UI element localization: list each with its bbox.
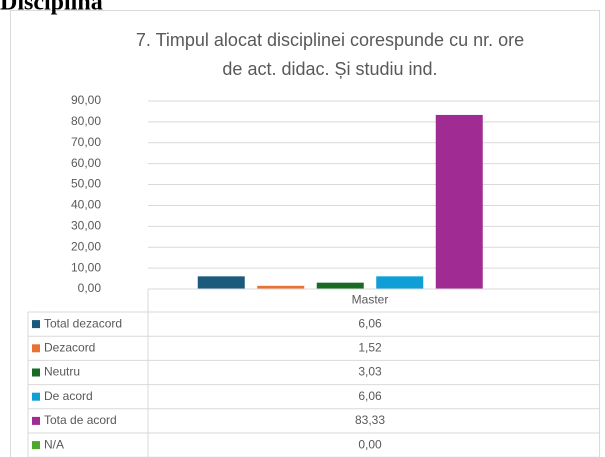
legend-label: N/A — [44, 437, 64, 451]
chart-border — [10, 10, 600, 457]
legend-swatch — [32, 368, 40, 377]
legend-label: Tota de acord — [44, 413, 117, 427]
table-value: 6,06 — [358, 316, 382, 330]
y-tick-label: 30,00 — [71, 219, 101, 233]
legend-swatch — [32, 344, 40, 353]
legend-label: Total dezacord — [44, 316, 122, 330]
bar — [257, 285, 305, 289]
table-header: Master — [352, 293, 389, 307]
y-tick-label: 20,00 — [71, 239, 101, 253]
y-tick-label: 0,00 — [78, 281, 102, 295]
y-tick-label: 50,00 — [71, 177, 101, 191]
table-value: 1,52 — [358, 340, 382, 354]
table-value: 6,06 — [358, 389, 382, 403]
y-tick-label: 90,00 — [71, 93, 101, 107]
table-value: 3,03 — [358, 365, 382, 379]
table-value: 0,00 — [358, 437, 382, 451]
bar — [435, 114, 483, 289]
y-tick-label: 80,00 — [71, 114, 101, 128]
y-tick-label: 40,00 — [71, 198, 101, 212]
legend-swatch — [32, 320, 40, 329]
page-heading: Disciplina — [0, 0, 103, 16]
legend-swatch — [32, 441, 40, 450]
legend-label: Dezacord — [44, 340, 95, 354]
legend-label: De acord — [44, 389, 93, 403]
chart-title: 7. Timpul alocat disciplinei corespunde … — [136, 30, 524, 50]
table-value: 83,33 — [355, 413, 385, 427]
y-tick-label: 60,00 — [71, 156, 101, 170]
bar — [316, 282, 364, 289]
legend-swatch — [32, 416, 40, 425]
bar — [376, 276, 424, 289]
y-tick-label: 70,00 — [71, 135, 101, 149]
chart-title: de act. didac. Și studiu ind. — [222, 59, 437, 79]
legend-swatch — [32, 392, 40, 401]
legend-label: Neutru — [44, 365, 80, 379]
bar — [197, 276, 245, 289]
y-tick-label: 10,00 — [71, 260, 101, 274]
